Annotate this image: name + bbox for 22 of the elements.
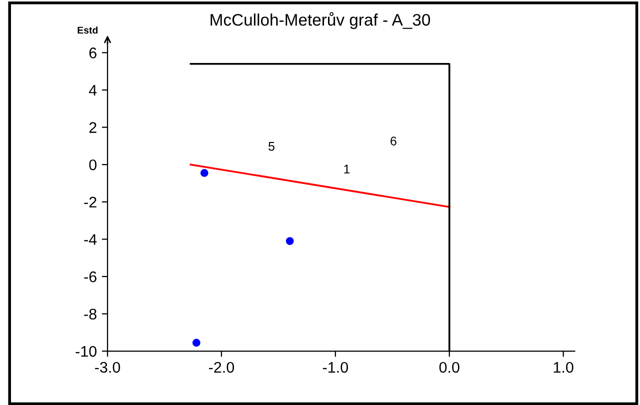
y-tick-label: 6 [89,48,96,58]
x-tick-label: -2.0 [208,362,234,373]
point [200,169,208,177]
y-tick-label: 0 [89,159,97,170]
point [286,237,294,246]
annotation: 1 [344,164,350,174]
annotation: 5 [268,142,274,151]
y-tick-label: -2 [84,196,96,208]
chart-title: McCulloh-Meterův graf - A_30 [210,12,430,30]
y-axis-title: Estd [78,26,98,34]
x-tick-label: -3.0 [95,362,120,373]
y-tick-label: -6 [84,271,96,282]
x-tick-label: 0.0 [439,362,460,373]
y-tick-label: -8 [84,308,96,320]
y-tick-label: -4 [84,234,97,245]
y-tick-label: -10 [76,346,97,357]
annotation: 6 [390,136,396,146]
point [192,338,200,347]
x-tick-label: 1.0 [554,362,574,373]
y-tick-label: 2 [89,122,96,133]
y-tick-label: 4 [88,84,97,96]
x-tick-label: -1.0 [322,362,348,373]
